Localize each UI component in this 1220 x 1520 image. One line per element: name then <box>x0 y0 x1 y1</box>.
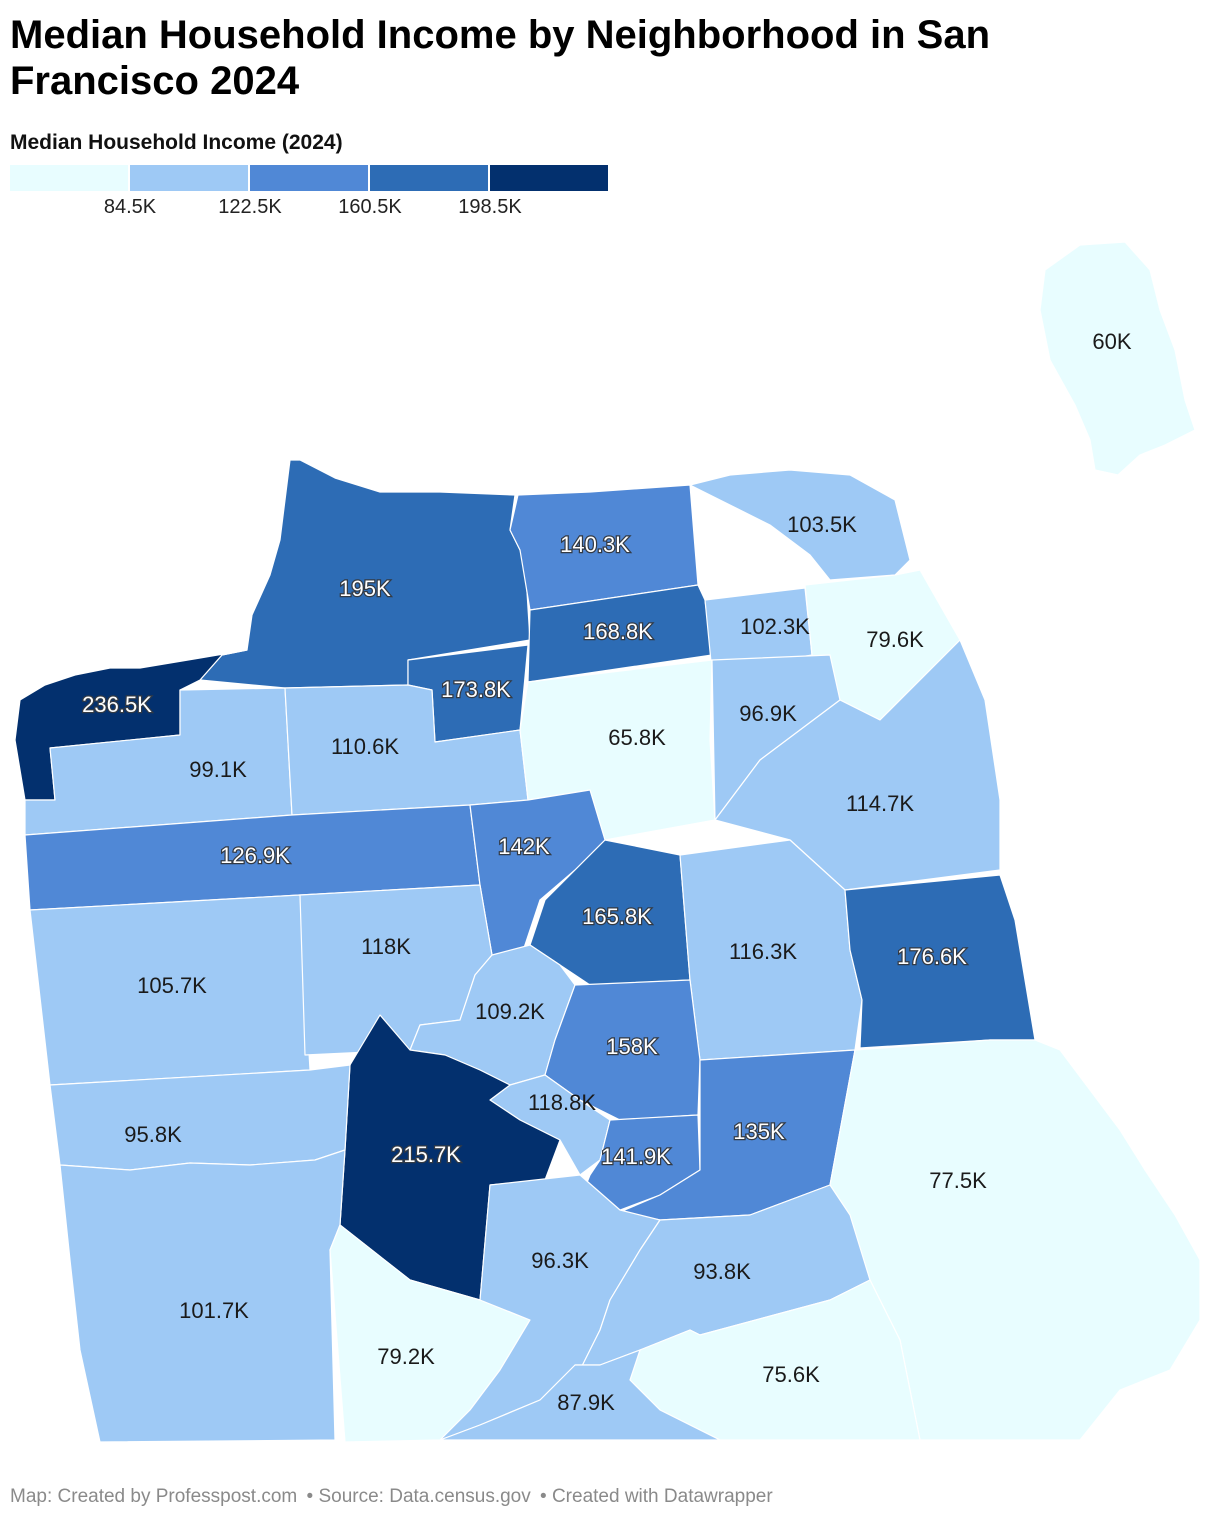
region-label-haight-ashbury: 142K <box>498 834 550 859</box>
region-label-lakeshore: 101.7K <box>179 1298 249 1323</box>
region-label-island: 60K <box>1092 329 1131 354</box>
region-label-nob-hill: 102.3K <box>740 614 810 639</box>
region-label-outer-richmond: 99.1K <box>189 757 247 782</box>
region-label-marina: 140.3K <box>560 532 630 557</box>
region-north-beach[interactable] <box>689 469 911 581</box>
region-label-diamond-heights: 141.9K <box>601 1144 671 1169</box>
region-label-potrero-hill: 176.6K <box>897 944 967 969</box>
legend-swatch-4 <box>370 165 488 191</box>
region-label-visitacion-valley: 75.6K <box>762 1362 820 1387</box>
region-label-west-of-twin-peaks: 215.7K <box>391 1142 461 1167</box>
map-title: Median Household Income by Neighborhood … <box>10 13 991 103</box>
legend-swatch-2 <box>130 165 248 191</box>
region-label-western-addition: 65.8K <box>608 725 666 750</box>
legend-swatch-1 <box>10 165 128 191</box>
legend-tick-4: 198.5K <box>458 196 522 218</box>
legend-tick-1: 84.5K <box>103 196 157 218</box>
region-island[interactable] <box>1039 241 1196 476</box>
legend-swatch-5 <box>490 165 608 191</box>
region-label-glen-park: 118.8K <box>528 1090 596 1115</box>
region-label-tenderloin: 96.9K <box>739 701 797 726</box>
region-label-inner-sunset: 118K <box>361 934 411 959</box>
legend-tick-3: 160.5K <box>338 196 402 218</box>
footer-credit: Map: Created by Professpost.com <box>10 1486 298 1507</box>
region-south-of-market[interactable] <box>714 639 1001 891</box>
footer-source: • Source: Data.census.gov <box>306 1486 531 1507</box>
region-label-south-of-market: 114.7K <box>846 791 914 816</box>
region-label-inner-richmond: 110.6K <box>331 734 399 759</box>
footer-tool: • Created with Datawrapper <box>540 1486 773 1507</box>
region-label-outer-sunset: 105.7K <box>137 973 207 998</box>
region-label-golden-gate-park: 126.9K <box>220 843 290 868</box>
color-legend <box>10 165 610 191</box>
region-label-castro: 165.8K <box>582 904 652 929</box>
region-label-presidio-heights: 173.8K <box>441 677 511 702</box>
region-label-mission: 116.3K <box>729 939 797 964</box>
legend-title: Median Household Income (2024) <box>10 131 343 154</box>
region-label-bayview: 77.5K <box>929 1168 987 1193</box>
region-label-sea-cliff: 236.5K <box>82 692 152 717</box>
legend-swatch-3 <box>250 165 368 191</box>
region-label-excelsior: 93.8K <box>693 1259 751 1284</box>
region-label-outer-mission: 96.3K <box>531 1248 589 1273</box>
region-label-parkside: 95.8K <box>124 1122 182 1147</box>
region-crocker-amazon[interactable] <box>439 1349 721 1441</box>
region-label-north-beach: 103.5K <box>787 512 857 537</box>
region-label-financial-district: 79.6K <box>866 627 924 652</box>
region-label-oceanview: 79.2K <box>377 1344 435 1369</box>
region-label-presidio: 195K <box>339 576 391 601</box>
footer: Map: Created by Professpost.com • Source… <box>10 1486 777 1508</box>
region-lakeshore[interactable] <box>59 1149 346 1443</box>
region-label-crocker-amazon: 87.9K <box>557 1390 615 1415</box>
region-label-bernal-heights: 135K <box>733 1119 785 1144</box>
region-sea-cliff[interactable] <box>14 649 248 801</box>
legend-tick-2: 122.5K <box>218 196 282 218</box>
region-label-pacific-heights: 168.8K <box>583 619 653 644</box>
region-label-twin-peaks: 109.2K <box>475 999 545 1024</box>
region-label-noe-valley: 158K <box>606 1034 658 1059</box>
